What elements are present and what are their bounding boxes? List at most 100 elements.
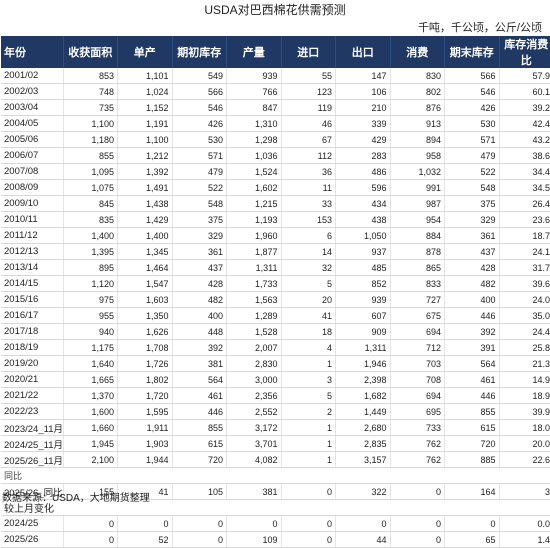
table-cell: 1,215 xyxy=(226,195,282,212)
table-cell: 18.0 xyxy=(499,419,550,436)
table-cell: 1,350 xyxy=(117,307,173,324)
table-cell: 22.6 xyxy=(499,451,550,468)
table-cell: 1,100 xyxy=(63,115,118,132)
table-cell: 1,464 xyxy=(117,259,173,276)
table-cell: 14.9 xyxy=(499,371,550,388)
table-cell: 1,032 xyxy=(390,163,445,180)
table-cell: 20.0 xyxy=(499,435,550,452)
table-cell: 11 xyxy=(281,179,336,196)
table-cell: 607 xyxy=(335,307,391,324)
table-cell: 39.9 xyxy=(499,403,550,420)
table-cell: 1,640 xyxy=(63,355,118,372)
row-label: 2024/25_11月 xyxy=(1,435,64,452)
table-cell: 894 xyxy=(390,131,445,148)
table-cell: 426 xyxy=(444,99,500,116)
table-cell: 735 xyxy=(63,99,118,116)
table-cell: 0 xyxy=(117,515,173,532)
table-cell: 2,007 xyxy=(226,339,282,356)
row-label: 2025/26 xyxy=(1,531,64,548)
table-cell: 1,370 xyxy=(63,387,118,404)
table-cell: 2 xyxy=(281,403,336,420)
table-cell: 446 xyxy=(444,387,500,404)
row-label: 2020/21 xyxy=(1,371,64,388)
table-cell: 392 xyxy=(172,339,227,356)
row-label: 2004/05 xyxy=(1,115,64,132)
table-cell: 1,024 xyxy=(117,83,173,100)
table-row: 2018/19 1,175 1,708 392 2,007 4 1,311 712 391 25.… xyxy=(1,339,550,356)
table-cell: 675 xyxy=(390,307,445,324)
table-cell: 1,946 xyxy=(335,355,391,372)
table-row: 2019/20 1,640 1,726 381 2,830 1 1,946 703 564 21.… xyxy=(1,355,550,372)
table-cell: 329 xyxy=(172,227,227,244)
table-row: 2011/12 1,400 1,400 329 1,960 6 1,050 884 361 18.… xyxy=(1,227,550,244)
table-row: 2007/08 1,095 1,392 479 1,524 36 486 1,032 522 34… xyxy=(1,163,550,180)
table-row: 2008/09 1,075 1,491 522 1,602 11 596 991 548 34.5 xyxy=(1,179,550,196)
table-cell: 847 xyxy=(226,99,282,116)
table-cell: 833 xyxy=(390,275,445,292)
table-cell: 895 xyxy=(63,259,118,276)
table-cell: 210 xyxy=(335,99,391,116)
table-cell: 1,101 xyxy=(117,68,173,84)
row-label: 2007/08 xyxy=(1,163,64,180)
table-row: 2010/11 835 1,429 375 1,193 153 438 954 329 23.6 xyxy=(1,211,550,228)
table-cell: 1,395 xyxy=(63,243,118,260)
row-label: 2003/04 xyxy=(1,99,64,116)
table-cell: 24.4 xyxy=(499,323,550,340)
table-cell: 1,310 xyxy=(226,115,282,132)
table-cell: 1,298 xyxy=(226,131,282,148)
table-cell: 391 xyxy=(444,339,500,356)
table-cell: 1,802 xyxy=(117,371,173,388)
row-label: 2025/26_11月 xyxy=(1,451,64,468)
table-cell: 855 xyxy=(172,419,227,436)
yoy-section: 同比 2025/26_同比 155 41 105 381 0 322 0 164 3 xyxy=(1,467,550,500)
table-cell: 105 xyxy=(172,483,227,500)
table-cell: 0 xyxy=(390,515,445,532)
table-cell: 564 xyxy=(444,355,500,372)
table-cell: 36 xyxy=(281,163,336,180)
table-cell: 522 xyxy=(444,163,500,180)
table-cell: 147 xyxy=(335,68,391,84)
table-cell: 566 xyxy=(444,68,500,84)
table-cell: 1,877 xyxy=(226,243,282,260)
row-label: 2017/18 xyxy=(1,323,64,340)
table-cell: 1,595 xyxy=(117,403,173,420)
yoy-section-header: 同比 xyxy=(1,467,550,484)
table-cell: 1,944 xyxy=(117,451,173,468)
table-cell: 530 xyxy=(172,131,227,148)
table-cell: 23.6 xyxy=(499,211,550,228)
table-cell: 1,193 xyxy=(226,211,282,228)
table-cell: 694 xyxy=(390,323,445,340)
table-cell: 375 xyxy=(172,211,227,228)
table-cell: 913 xyxy=(390,115,445,132)
table-row: 2013/14 895 1,464 437 1,311 32 485 865 428 31.7 xyxy=(1,259,550,276)
table-row: 2024/25_11月 1,945 1,903 615 3,701 1 2,835 762 72… xyxy=(1,435,550,452)
table-cell: 1,400 xyxy=(117,227,173,244)
table-cell: 0.0 xyxy=(499,515,550,532)
table-cell: 461 xyxy=(172,387,227,404)
table-cell: 1,960 xyxy=(226,227,282,244)
table-cell: 1,600 xyxy=(63,403,118,420)
table-row: 2024/25 0 0 0 0 0 0 0 0 0.0 xyxy=(1,515,550,532)
table-cell: 1,212 xyxy=(117,147,173,164)
table-cell: 1,708 xyxy=(117,339,173,356)
table-cell: 1,036 xyxy=(226,147,282,164)
table-cell: 571 xyxy=(444,131,500,148)
table-cell: 361 xyxy=(444,227,500,244)
table-cell: 33 xyxy=(281,195,336,212)
table-cell: 845 xyxy=(63,195,118,212)
table-cell: 909 xyxy=(335,323,391,340)
row-label: 2019/20 xyxy=(1,355,64,372)
table-cell: 939 xyxy=(335,291,391,308)
table-cell: 884 xyxy=(390,227,445,244)
table-cell: 1,626 xyxy=(117,323,173,340)
table-cell: 1,311 xyxy=(226,259,282,276)
table-cell: 0 xyxy=(63,531,118,548)
table-cell: 34.5 xyxy=(499,179,550,196)
table-cell: 1,180 xyxy=(63,131,118,148)
row-label: 2008/09 xyxy=(1,179,64,196)
table-cell: 39.6 xyxy=(499,275,550,292)
source-note: 数据来源：USDA，大地期货整理 xyxy=(2,493,150,504)
row-label: 2014/15 xyxy=(1,275,64,292)
table-cell: 18 xyxy=(281,323,336,340)
table-cell: 18.7 xyxy=(499,227,550,244)
